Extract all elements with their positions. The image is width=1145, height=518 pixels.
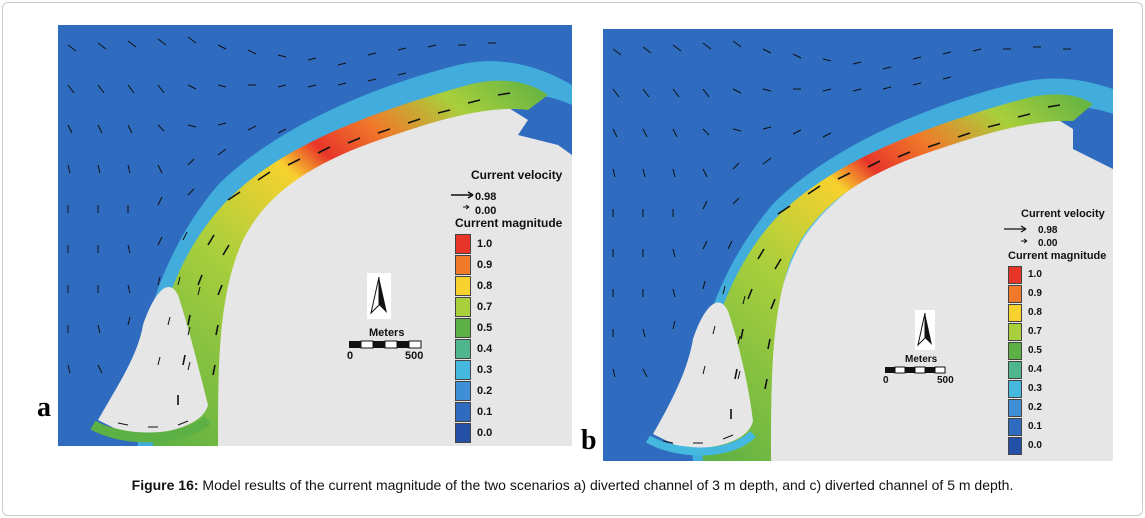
panel-b-scale-tick-0: 0 — [883, 375, 889, 386]
panel-a-north-arrow-icon — [367, 273, 391, 319]
colorbar-swatch — [455, 339, 471, 359]
colorbar-label: 0.4 — [1028, 364, 1042, 375]
panel-a-scale-bar — [349, 340, 422, 349]
caption-label: Figure 16: — [131, 477, 199, 493]
panel-a-current-field — [58, 25, 572, 446]
colorbar-swatch — [455, 402, 471, 422]
caption-text: Model results of the current magnitude o… — [198, 477, 1014, 493]
panel-b-north-arrow-icon — [915, 310, 935, 350]
colorbar-swatch — [1008, 399, 1022, 417]
land-mass — [763, 104, 1113, 461]
panel-b-arrow-value-max: 0.98 — [1038, 225, 1058, 236]
colorbar-swatch — [455, 234, 471, 254]
colorbar-swatch — [455, 255, 471, 275]
velocity-vectors — [67, 36, 496, 428]
panel-b-arrow-value-min: 0.00 — [1038, 238, 1058, 249]
colorbar-swatch — [1008, 437, 1022, 455]
colorbar-swatch — [455, 381, 471, 401]
colorbar-label: 0.5 — [477, 321, 493, 334]
panel-b-map — [603, 29, 1113, 461]
colorbar-label: 0.8 — [477, 279, 493, 292]
island — [653, 302, 753, 449]
panel-a-scale-title: Meters — [369, 327, 405, 339]
panel-b-velocity-arrows — [1004, 225, 1028, 244]
colorbar-label: 0.9 — [477, 258, 493, 271]
panel-a-current-velocity-title: Current velocity — [471, 168, 563, 182]
panel-a-scale-tick-0: 0 — [347, 350, 354, 362]
colorbar-label: 1.0 — [1028, 269, 1042, 280]
panel-b-magnitude-title: Current magnitude — [1008, 250, 1107, 262]
panel-b-scale-bar — [885, 366, 946, 374]
colorbar-swatch — [455, 423, 471, 443]
colorbar-swatch — [455, 276, 471, 296]
colorbar-label: 0.1 — [1028, 421, 1042, 432]
island — [98, 286, 208, 435]
loop-channel — [90, 415, 212, 443]
colorbar-label: 1.0 — [477, 237, 493, 250]
colorbar-label: 0.0 — [477, 426, 493, 439]
panel-b-scale-title: Meters — [905, 354, 938, 365]
jet-vectors — [730, 104, 1061, 419]
land-mass — [208, 95, 572, 446]
colorbar-label: 0.3 — [1028, 383, 1042, 394]
colorbar-label: 0.7 — [477, 300, 493, 313]
panel-a-arrow-value-max: 0.98 — [475, 191, 497, 203]
colorbar-swatch — [1008, 380, 1022, 398]
colorbar-swatch — [1008, 361, 1022, 379]
colorbar-swatch — [1008, 285, 1022, 303]
colorbar-swatch — [1008, 266, 1022, 284]
colorbar-label: 0.5 — [1028, 345, 1042, 356]
colorbar-label: 0.4 — [477, 342, 493, 355]
colorbar-label: 0.7 — [1028, 326, 1042, 337]
panel-a-letter: a — [37, 392, 51, 423]
panel-b-scale-tick-500: 500 — [937, 375, 954, 386]
colorbar-swatch — [1008, 418, 1022, 436]
jet-vectors — [177, 92, 511, 405]
panel-b-current-field — [603, 29, 1113, 461]
colorbar-swatch — [1008, 304, 1022, 322]
loop-channel — [645, 430, 756, 456]
panel-a-arrow-value-min: 0.00 — [475, 205, 497, 217]
colorbar-label: 0.2 — [477, 384, 493, 397]
panel-b-letter: b — [581, 425, 597, 456]
panel-a-velocity-arrows — [451, 191, 474, 210]
colorbar-swatch — [1008, 323, 1022, 341]
colorbar-label: 0.0 — [1028, 440, 1042, 451]
panel-a-magnitude-title: Current magnitude — [455, 216, 563, 230]
colorbar-swatch — [1008, 342, 1022, 360]
colorbar-swatch — [455, 360, 471, 380]
colorbar-swatch — [455, 297, 471, 317]
colorbar-label: 0.2 — [1028, 402, 1042, 413]
panel-a-scale-tick-500: 500 — [405, 350, 424, 362]
velocity-vectors — [612, 40, 1071, 444]
panel-a-map — [58, 25, 572, 446]
colorbar-label: 0.8 — [1028, 307, 1042, 318]
colorbar-swatch — [455, 318, 471, 338]
figure-caption: Figure 16: Model results of the current … — [0, 477, 1145, 493]
panel-b-current-velocity-title: Current velocity — [1021, 208, 1105, 220]
colorbar-label: 0.9 — [1028, 288, 1042, 299]
colorbar-label: 0.1 — [477, 405, 493, 418]
colorbar-label: 0.3 — [477, 363, 493, 376]
